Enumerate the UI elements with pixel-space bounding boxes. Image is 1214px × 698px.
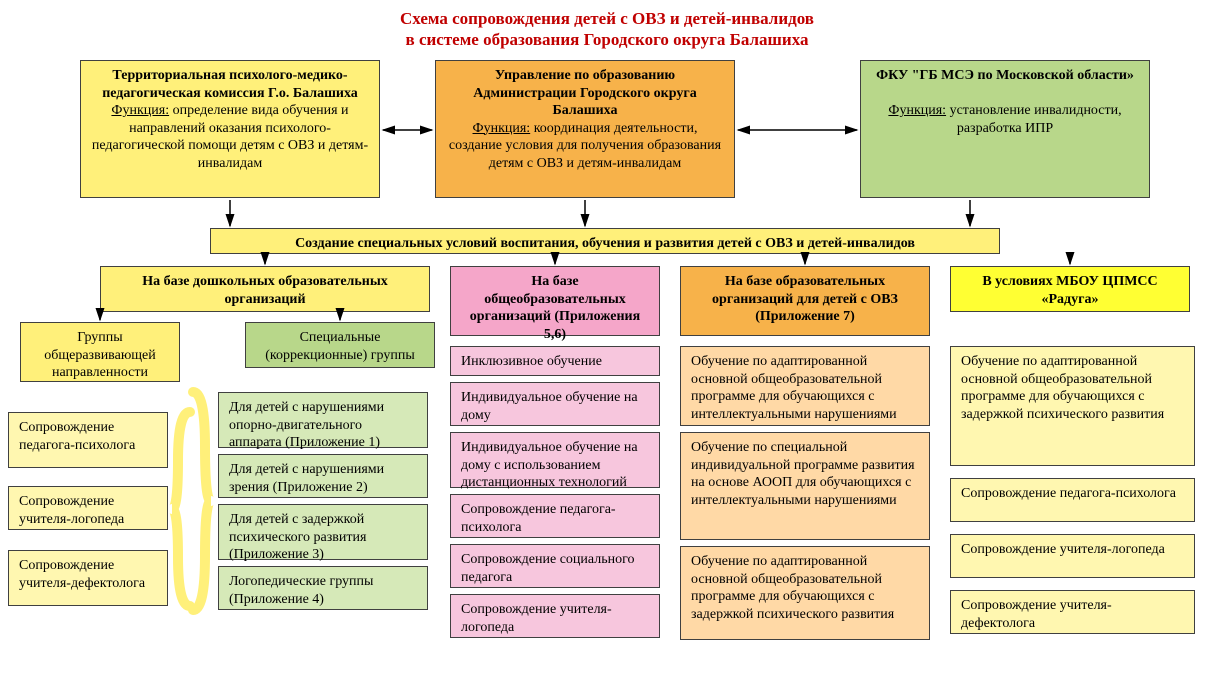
band-text: Создание специальных условий воспитания,… <box>295 236 915 251</box>
col-d-header: В условиях МБОУ ЦПМСС «Радуга» <box>950 266 1190 312</box>
mse-title: ФКУ "ГБ МСЭ по Московской области» <box>876 68 1134 83</box>
col-a-sub-b: Специальные (коррекционные) группы <box>245 322 435 368</box>
col-d-item: Сопровождение учителя-логопеда <box>950 534 1195 578</box>
col-b-item: Индивидуальное обучение на дому с исполь… <box>450 432 660 488</box>
col-a-header: На базе дошкольных образовательных орган… <box>100 266 430 312</box>
col-a-item: Сопровождение учителя-дефектолога <box>8 550 168 606</box>
col-c-item: Обучение по специальной индивидуальной п… <box>680 432 930 540</box>
col-b-item: Сопровождение учителя-логопеда <box>450 594 660 638</box>
title-line1: Схема сопровождения детей с ОВЗ и детей-… <box>400 9 814 28</box>
col-d-item: Обучение по адаптированной основной обще… <box>950 346 1195 466</box>
node-pmpk: Территориальная психолого-медико-педагог… <box>80 60 380 198</box>
col-a-b-item: Для детей с нарушениями опорно-двигатель… <box>218 392 428 448</box>
col-a-item: Сопровождение педагога-психолога <box>8 412 168 468</box>
diagram-stage: Схема сопровождения детей с ОВЗ и детей-… <box>0 0 1214 698</box>
title-line2: в системе образования Городского округа … <box>406 30 809 49</box>
node-admin: Управление по образованию Администрации … <box>435 60 735 198</box>
col-a-b-item: Логопедические группы (Приложение 4) <box>218 566 428 610</box>
col-a-b-item: Для детей с задержкой психического разви… <box>218 504 428 560</box>
node-conditions-band: Создание специальных условий воспитания,… <box>210 228 1000 254</box>
node-mse: ФКУ "ГБ МСЭ по Московской области» Функц… <box>860 60 1150 198</box>
col-a-sub-a: Группы общеразвивающей направленности <box>20 322 180 382</box>
col-b-header: На базе общеобразовательных организаций … <box>450 266 660 336</box>
col-a-b-item: Для детей с нарушениями зрения (Приложен… <box>218 454 428 498</box>
pmpk-title: Территориальная психолого-медико-педагог… <box>102 68 358 101</box>
pmpk-func-label: Функция: <box>111 103 169 118</box>
mse-func-text: установление инвалидности, разработка ИП… <box>946 103 1122 136</box>
admin-title: Управление по образованию Администрации … <box>473 68 696 118</box>
col-b-item: Индивидуальное обучение на дому <box>450 382 660 426</box>
col-a-item: Сопровождение учителя-логопеда <box>8 486 168 530</box>
col-c-item: Обучение по адаптированной основной обще… <box>680 346 930 426</box>
mse-func-label: Функция: <box>888 103 946 118</box>
col-c-header: На базе образовательных организаций для … <box>680 266 930 336</box>
admin-func-label: Функция: <box>473 121 531 136</box>
col-c-item: Обучение по адаптированной основной обще… <box>680 546 930 640</box>
col-b-item: Сопровождение педагога-психолога <box>450 494 660 538</box>
col-b-item: Сопровождение социального педагога <box>450 544 660 588</box>
diagram-title: Схема сопровождения детей с ОВЗ и детей-… <box>0 8 1214 51</box>
col-d-item: Сопровождение учителя-дефектолога <box>950 590 1195 634</box>
col-b-item: Инклюзивное обучение <box>450 346 660 376</box>
col-d-item: Сопровождение педагога-психолога <box>950 478 1195 522</box>
